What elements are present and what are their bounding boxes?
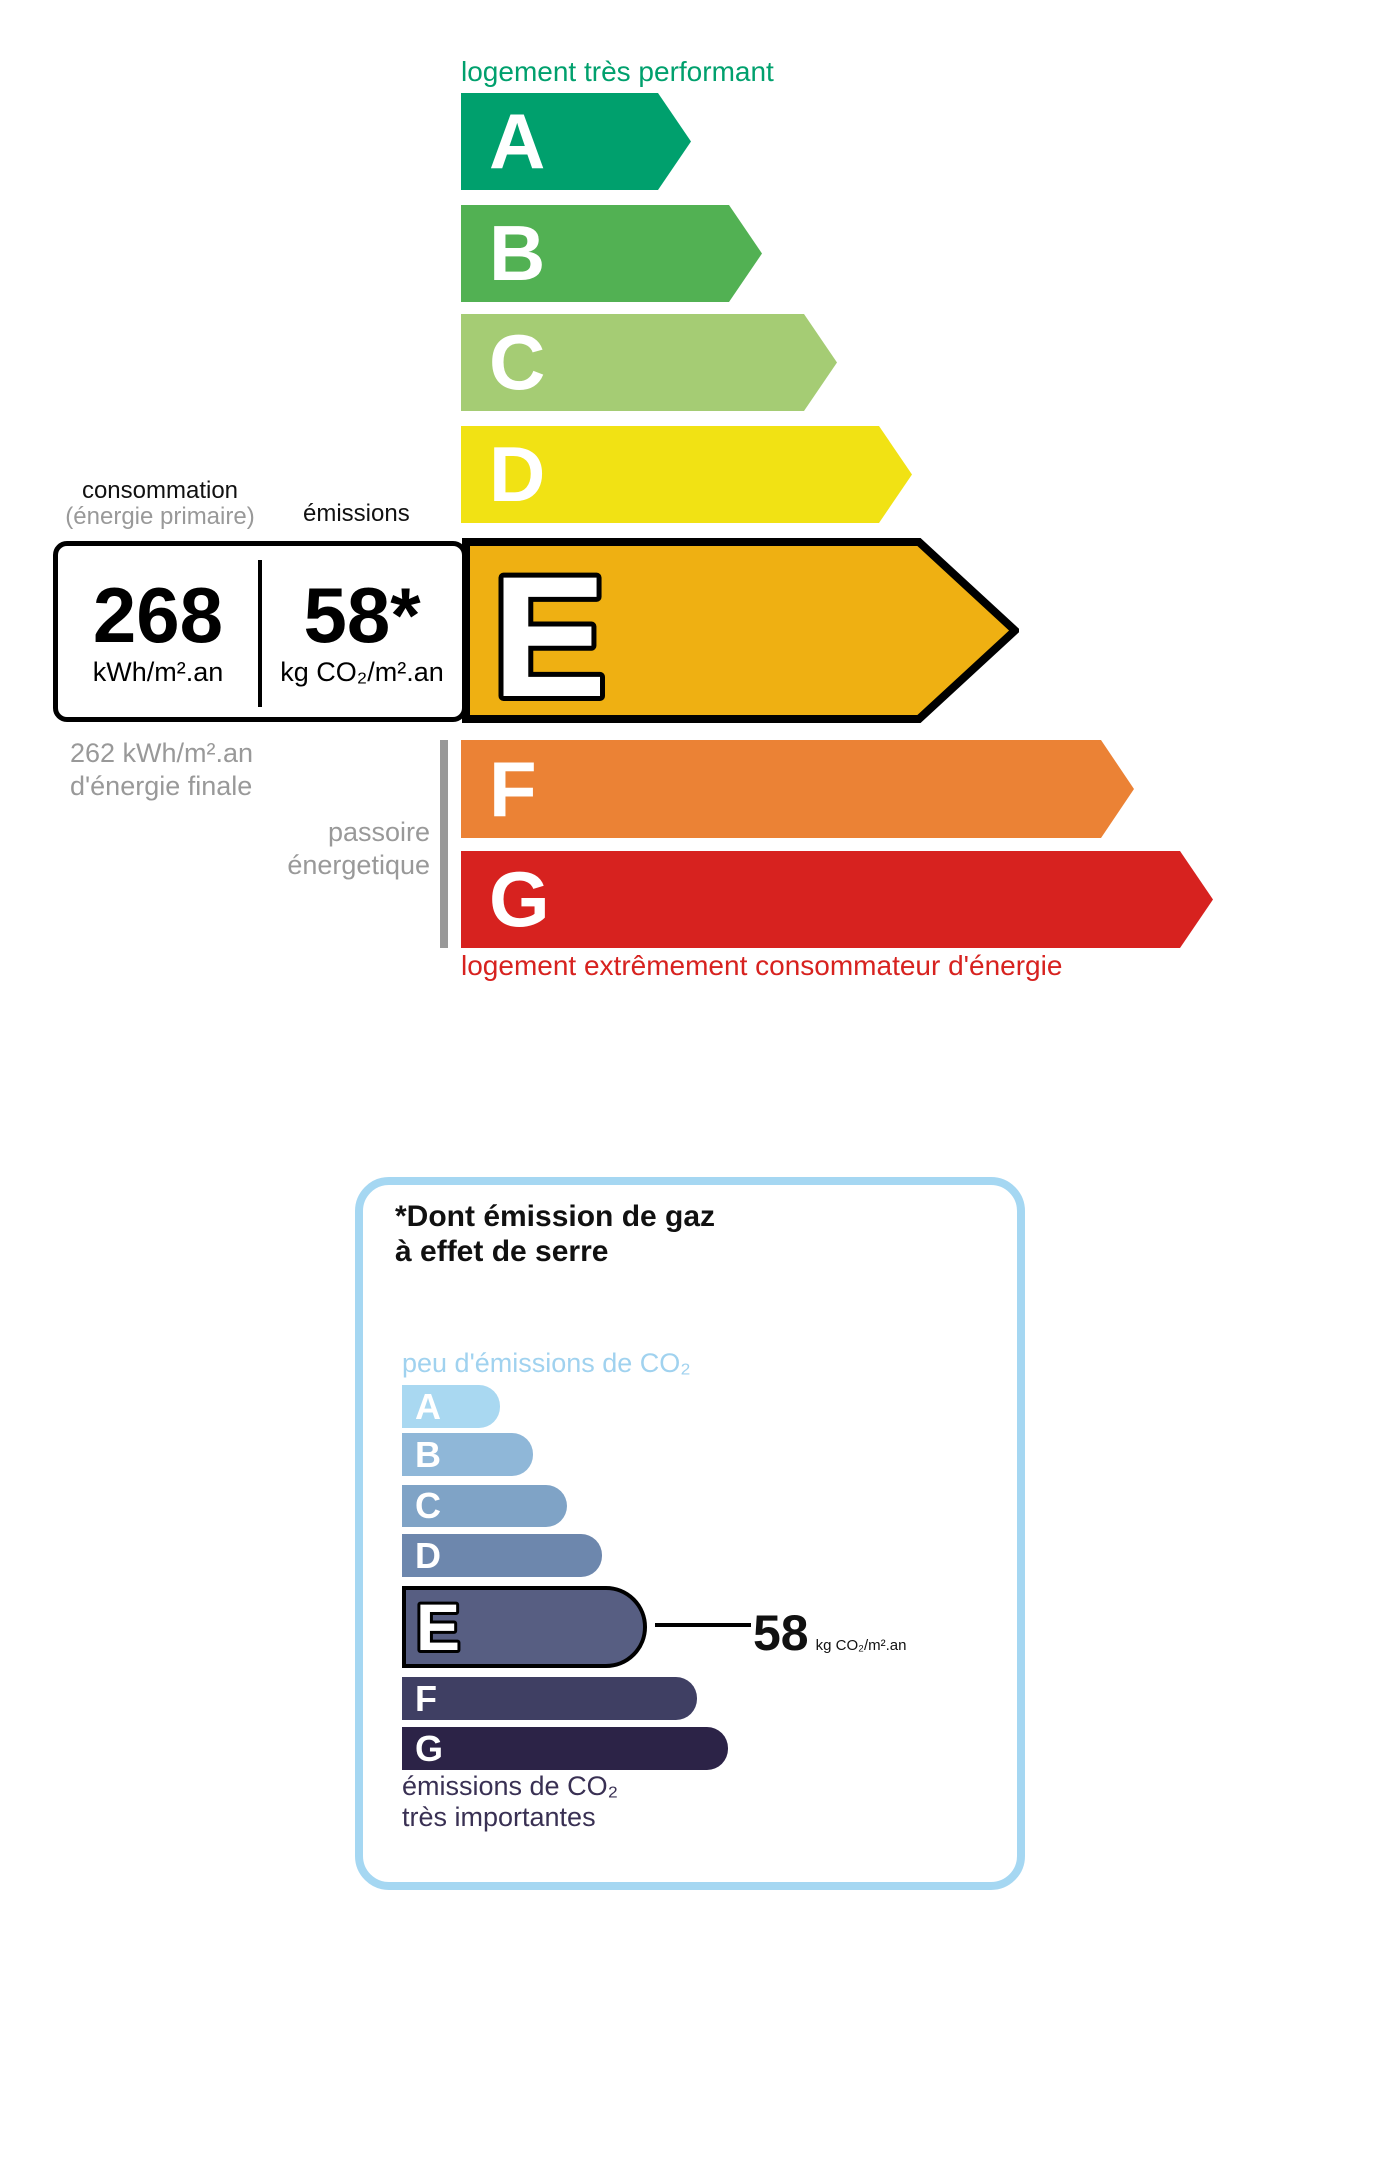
consumption-header: consommation (énergie primaire)	[40, 478, 280, 530]
co2-class-letter-g: G	[415, 1727, 444, 1769]
class-letter-f: F	[489, 744, 537, 833]
emissions-label: émissions	[303, 500, 410, 527]
co2-caption-high-line2: très importantes	[402, 1802, 596, 1832]
primary-energy-cell: 268 kWh/m².an	[58, 546, 258, 717]
co2-title: *Dont émission de gaz à effet de serre	[395, 1199, 715, 1269]
co2-class-letter-f: F	[415, 1677, 437, 1719]
co2-bar-e-selected: E	[402, 1586, 647, 1668]
co2-bar-f: F	[402, 1677, 697, 1720]
co2-caption-low: peu d'émissions de CO₂	[402, 1348, 691, 1378]
emissions-cell: 58* kg CO₂/m².an	[262, 546, 462, 717]
energy-arrow-d: D	[461, 426, 912, 523]
co2-class-letter-c: C	[415, 1485, 441, 1526]
energy-arrow-a: A	[461, 93, 691, 190]
co2-value: 58	[753, 1605, 809, 1661]
co2-bar-b: B	[402, 1433, 533, 1476]
passoire-note: passoire énergetique	[200, 816, 430, 882]
class-letter-c: C	[489, 318, 546, 406]
value-box-divider	[258, 560, 262, 707]
consumption-label: consommation	[81, 477, 239, 504]
co2-bar-g: G	[402, 1727, 728, 1770]
co2-scale-chart: *Dont émission de gaz à effet de serre p…	[355, 1177, 1025, 1890]
primary-energy-value: 268	[92, 570, 224, 659]
co2-callout-line	[655, 1623, 751, 1627]
energy-arrow-b: B	[461, 205, 762, 302]
co2-class-letter-e: E	[416, 1590, 460, 1664]
co2-caption-high: émissions de CO₂ très importantes	[402, 1771, 618, 1833]
energy-arrow-e-selected: E	[462, 538, 1019, 723]
emissions-value: 58*	[303, 570, 421, 659]
final-energy-note-line1: 262 kWh/m².an	[70, 738, 254, 768]
co2-class-letter-a: A	[415, 1385, 441, 1427]
energy-arrow-g: G	[461, 851, 1213, 948]
co2-title-line1: *Dont émission de gaz	[395, 1200, 716, 1233]
class-letter-a: A	[489, 97, 546, 185]
class-letter-d: D	[489, 430, 546, 518]
co2-class-letter-d: D	[415, 1534, 441, 1576]
final-energy-note-line2: d'énergie finale	[70, 771, 253, 801]
primary-energy-sublabel: (énergie primaire)	[65, 503, 255, 530]
passoire-note-line2: énergetique	[287, 850, 430, 880]
value-box: 268 kWh/m².an 58* kg CO₂/m².an	[53, 541, 467, 722]
co2-bar-d: D	[402, 1534, 602, 1577]
class-letter-g: G	[489, 855, 550, 943]
class-letter-b: B	[489, 209, 546, 297]
co2-bar-c: C	[402, 1485, 567, 1527]
energy-arrow-c: C	[461, 314, 837, 411]
emissions-unit: kg CO₂/m².an	[280, 656, 444, 687]
final-energy-note: 262 kWh/m².an d'énergie finale	[70, 737, 253, 803]
passoire-note-line1: passoire	[327, 817, 430, 847]
co2-class-letter-b: B	[415, 1433, 441, 1475]
energy-arrow-e-shape	[462, 538, 1019, 723]
primary-energy-unit: kWh/m².an	[92, 656, 224, 687]
passoire-bracket-bar	[440, 740, 448, 948]
co2-bar-a: A	[402, 1385, 500, 1428]
class-letter-e: E	[492, 541, 607, 723]
co2-value-unit: kg CO₂/m².an	[815, 1637, 907, 1654]
caption-very-efficient: logement très performant	[461, 56, 774, 87]
co2-callout-value: 58 kg CO₂/m².an	[753, 1608, 906, 1658]
caption-very-inefficient: logement extrêmement consommateur d'éner…	[461, 950, 1063, 981]
co2-title-line2: à effet de serre	[395, 1235, 609, 1268]
co2-bar-e-letter-svg: E	[413, 1590, 463, 1664]
co2-caption-high-line1: émissions de CO₂	[402, 1771, 619, 1801]
energy-arrow-f: F	[461, 740, 1134, 838]
